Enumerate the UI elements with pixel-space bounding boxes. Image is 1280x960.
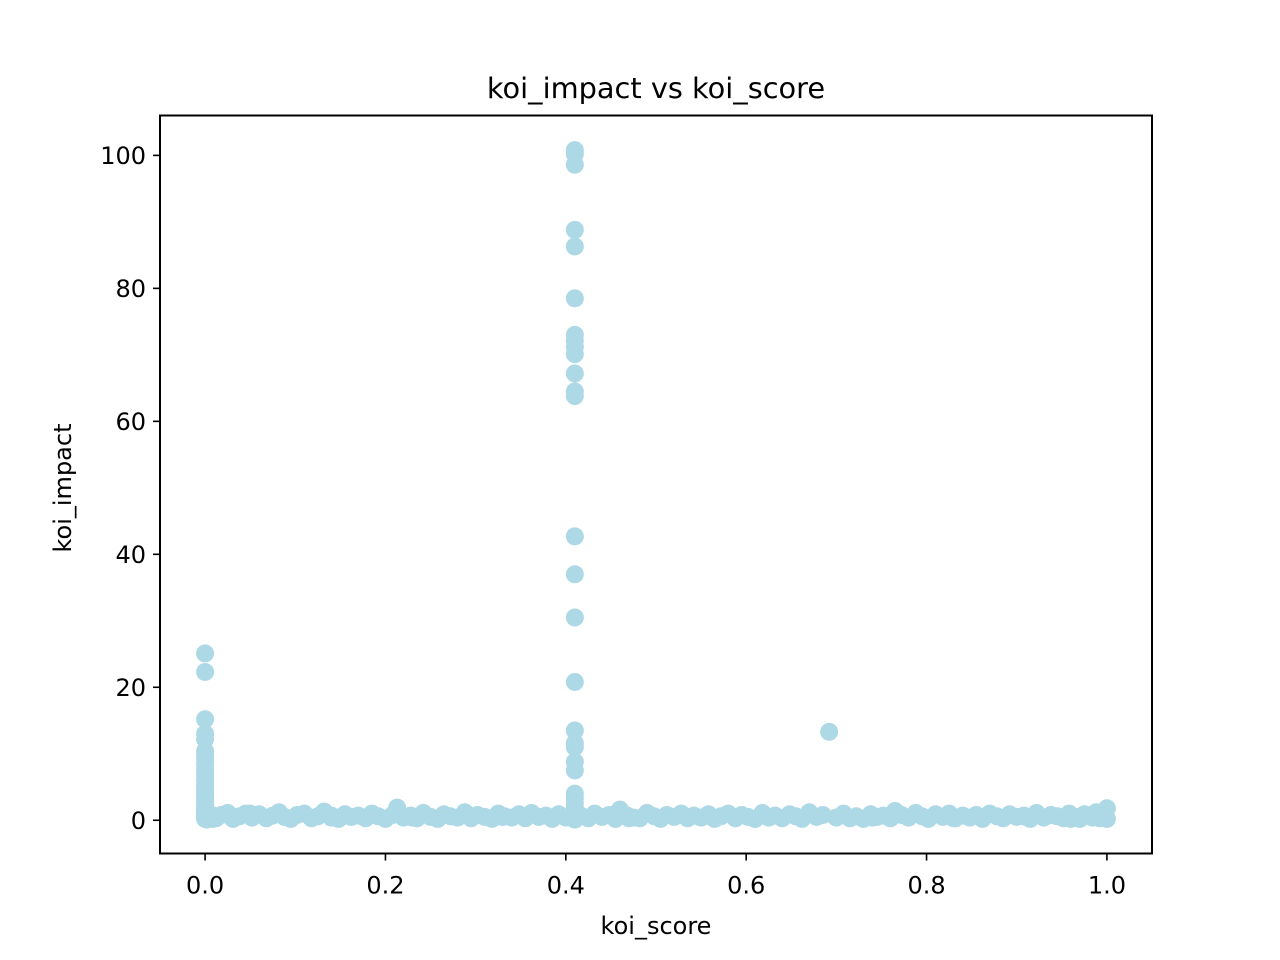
x-tick-label: 0.6 (727, 872, 765, 900)
chart-title: koi_impact vs koi_score (487, 71, 825, 105)
data-point (945, 809, 963, 827)
data-point (1017, 808, 1035, 826)
y-tick-label: 60 (115, 408, 146, 436)
data-point (196, 663, 214, 681)
y-axis-label: koi_impact (49, 424, 77, 553)
data-point (566, 527, 584, 545)
data-point (241, 805, 259, 823)
data-point (620, 809, 638, 827)
data-point (494, 808, 512, 826)
data-point (701, 807, 719, 825)
data-point (566, 289, 584, 307)
x-tick-label: 0.8 (907, 872, 945, 900)
data-point (566, 565, 584, 583)
data-point (746, 810, 764, 828)
x-tick-label: 0.4 (547, 872, 585, 900)
data-point (566, 761, 584, 779)
y-tick-label: 100 (100, 142, 146, 170)
data-point (322, 807, 340, 825)
y-tick-label: 20 (115, 674, 146, 702)
x-axis-label: koi_score (601, 912, 712, 940)
y-tick-label: 0 (131, 807, 146, 835)
data-point (820, 723, 838, 741)
x-tick-label: 0.2 (366, 872, 404, 900)
data-point (566, 387, 584, 405)
data-point (566, 237, 584, 255)
data-point (566, 608, 584, 626)
data-point (1062, 810, 1080, 828)
data-point (196, 644, 214, 662)
data-point (566, 345, 584, 363)
y-tick-label: 80 (115, 275, 146, 303)
data-point (557, 809, 575, 827)
y-tick-label: 40 (115, 541, 146, 569)
data-point (404, 809, 422, 827)
data-point (1089, 807, 1107, 825)
data-point (566, 673, 584, 691)
x-tick-label: 0.0 (186, 872, 224, 900)
data-point (566, 156, 584, 174)
data-point (566, 221, 584, 239)
x-tick-label: 1.0 (1088, 872, 1126, 900)
data-point (863, 809, 881, 827)
data-point (566, 364, 584, 382)
